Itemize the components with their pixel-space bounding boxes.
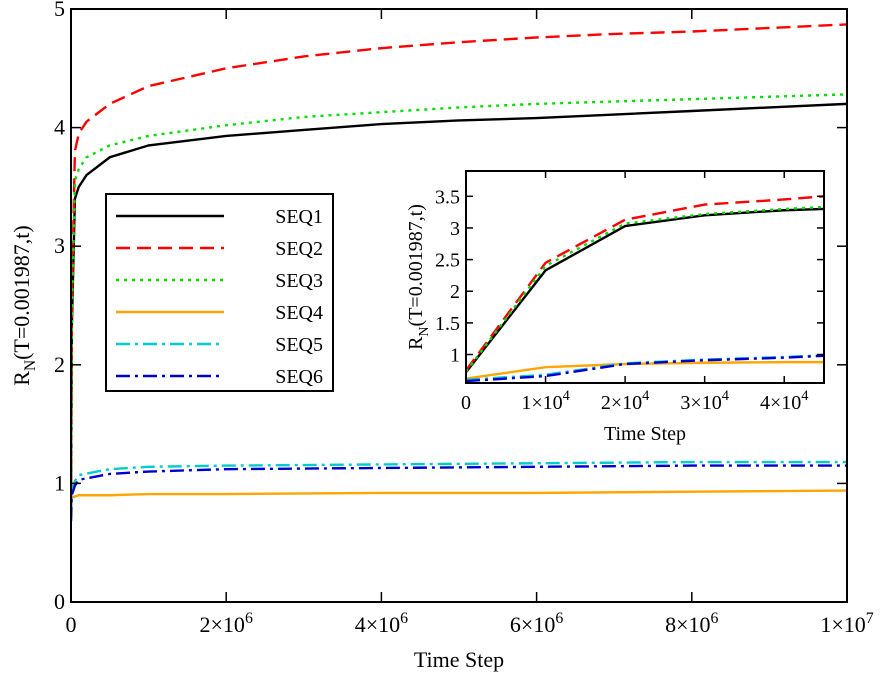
main-series-seq1-line: [71, 102, 847, 508]
inset-plot: 0 1×104 2×104 3×104 4×104 1 1.5 2 2.5 3 3.5 Time St…: [405, 170, 825, 445]
main-series-group: [71, 23, 847, 522]
main-xtick-label-5: 1×107: [820, 610, 873, 637]
inset-ytick-label-2: 2: [450, 281, 460, 303]
legend-box: [105, 193, 334, 392]
inset-yaxis-title: RN(T=0.001987,t): [405, 204, 432, 350]
legend-label-seq3: SEQ3: [275, 270, 323, 292]
inset-ytick-label-1: 1.5: [435, 313, 460, 335]
main-xtick-label-4: 8×106: [665, 610, 718, 637]
main-series-seq4-line: [71, 489, 847, 502]
main-ytick-label-4: 4: [54, 115, 65, 140]
inset-ytick-label-4: 3: [450, 218, 460, 240]
main-ytick-label-3: 3: [54, 233, 65, 258]
legend-label-seq6: SEQ6: [275, 366, 323, 388]
inset-xtick-label-0: 0: [461, 392, 471, 414]
main-series-seq3-line: [71, 93, 847, 508]
inset-plot-frame: [465, 170, 825, 384]
inset-ytick-label-0: 1: [450, 345, 460, 367]
legend: SEQ1 SEQ2 SEQ3 SEQ4 SEQ5 SEQ6: [105, 193, 334, 392]
main-yaxis-title: RN(T=0.001987,t): [9, 225, 39, 385]
main-ytick-label-2: 2: [54, 352, 65, 377]
inset-ytick-label-5: 3.5: [435, 186, 460, 208]
main-plot: 0 2×106 4×106 6×106 8×106 1×107 0 1 2 3 4 5 Time Ste…: [9, 0, 874, 672]
inset-series-seq6-line: [466, 354, 824, 383]
inset-xtick-label-1: 1×104: [521, 388, 569, 414]
main-xtick-label-0: 0: [66, 612, 77, 637]
inset-series-seq4-line: [466, 360, 824, 380]
main-xtick-label-2: 4×106: [355, 610, 408, 637]
main-xaxis-title: Time Step: [414, 647, 504, 672]
inset-series-seq1-line: [466, 207, 824, 373]
main-ytick-label-1: 1: [54, 470, 65, 495]
inset-series-group: [466, 195, 824, 383]
inset-ytick-label-3: 2.5: [435, 250, 460, 272]
legend-label-seq4: SEQ4: [275, 302, 323, 324]
main-series-seq2-line: [71, 23, 847, 508]
inset-xtick-label-4: 4×104: [760, 388, 808, 414]
inset-xtick-label-3: 3×104: [680, 388, 728, 414]
main-ytick-label-5: 5: [54, 0, 65, 21]
legend-label-seq2: SEQ2: [275, 238, 323, 260]
main-ytick-label-0: 0: [54, 589, 65, 614]
main-series-seq6-line: [71, 464, 847, 522]
inset-background: [466, 171, 824, 383]
main-plot-frame: [70, 8, 848, 603]
legend-label-seq1: SEQ1: [275, 206, 323, 228]
main-xtick-label-3: 6×106: [510, 610, 563, 637]
inset-series-seq2-line: [466, 195, 824, 372]
main-xtick-label-1: 2×106: [200, 610, 253, 637]
legend-label-seq5: SEQ5: [275, 334, 323, 356]
inset-xtick-label-2: 2×104: [601, 388, 649, 414]
inset-xaxis-title: Time Step: [604, 423, 686, 445]
